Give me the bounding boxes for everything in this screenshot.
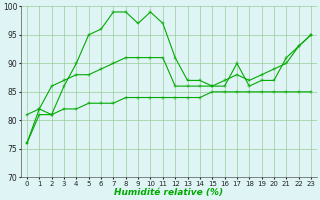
X-axis label: Humidité relative (%): Humidité relative (%) (115, 188, 224, 197)
